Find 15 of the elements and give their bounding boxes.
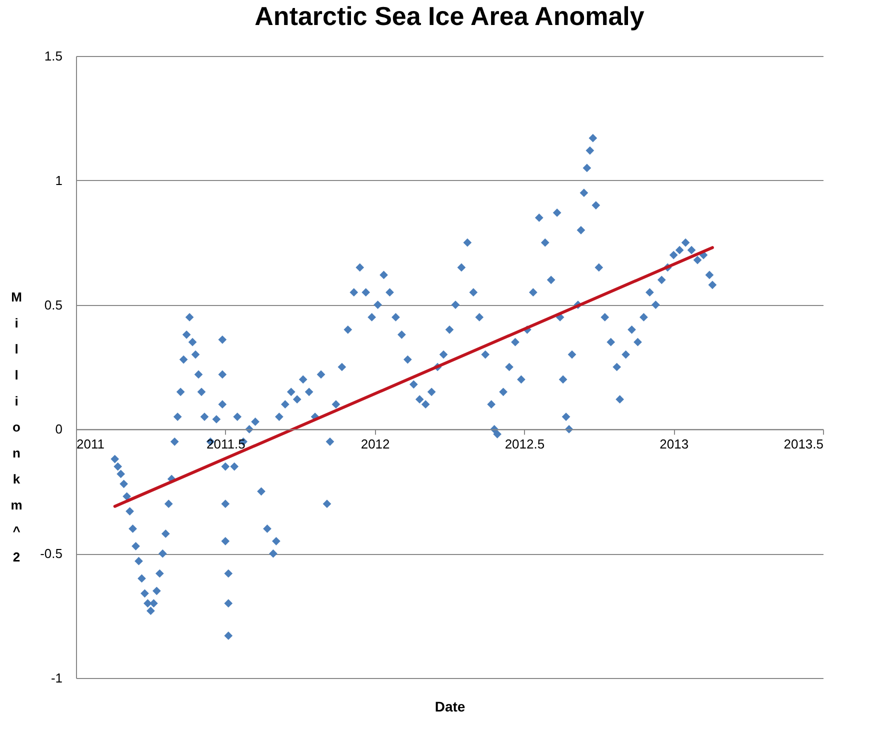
text: Million km^2	[10, 290, 22, 564]
x-tick-label: 2013	[660, 436, 689, 452]
y-tick-label: -0.5	[40, 546, 62, 562]
x-axis-title: Date	[434, 698, 466, 714]
x-tick-label: 2012.5	[504, 436, 545, 452]
y-tick-label: 1	[55, 172, 62, 188]
y-tick-label: 1.5	[44, 48, 62, 64]
chart-title: Antarctic Sea Ice Area Anomaly	[254, 1, 645, 31]
x-tick-label: 2011	[76, 436, 104, 452]
y-tick-label: 0.5	[44, 297, 62, 312]
x-tick-label: 2012	[360, 436, 390, 452]
x-tick-label: 2011.5	[206, 436, 246, 452]
x-tick-label: 2013.5	[784, 436, 824, 452]
y-tick-label: -1	[50, 670, 62, 686]
y-tick-label: 0	[55, 422, 62, 437]
